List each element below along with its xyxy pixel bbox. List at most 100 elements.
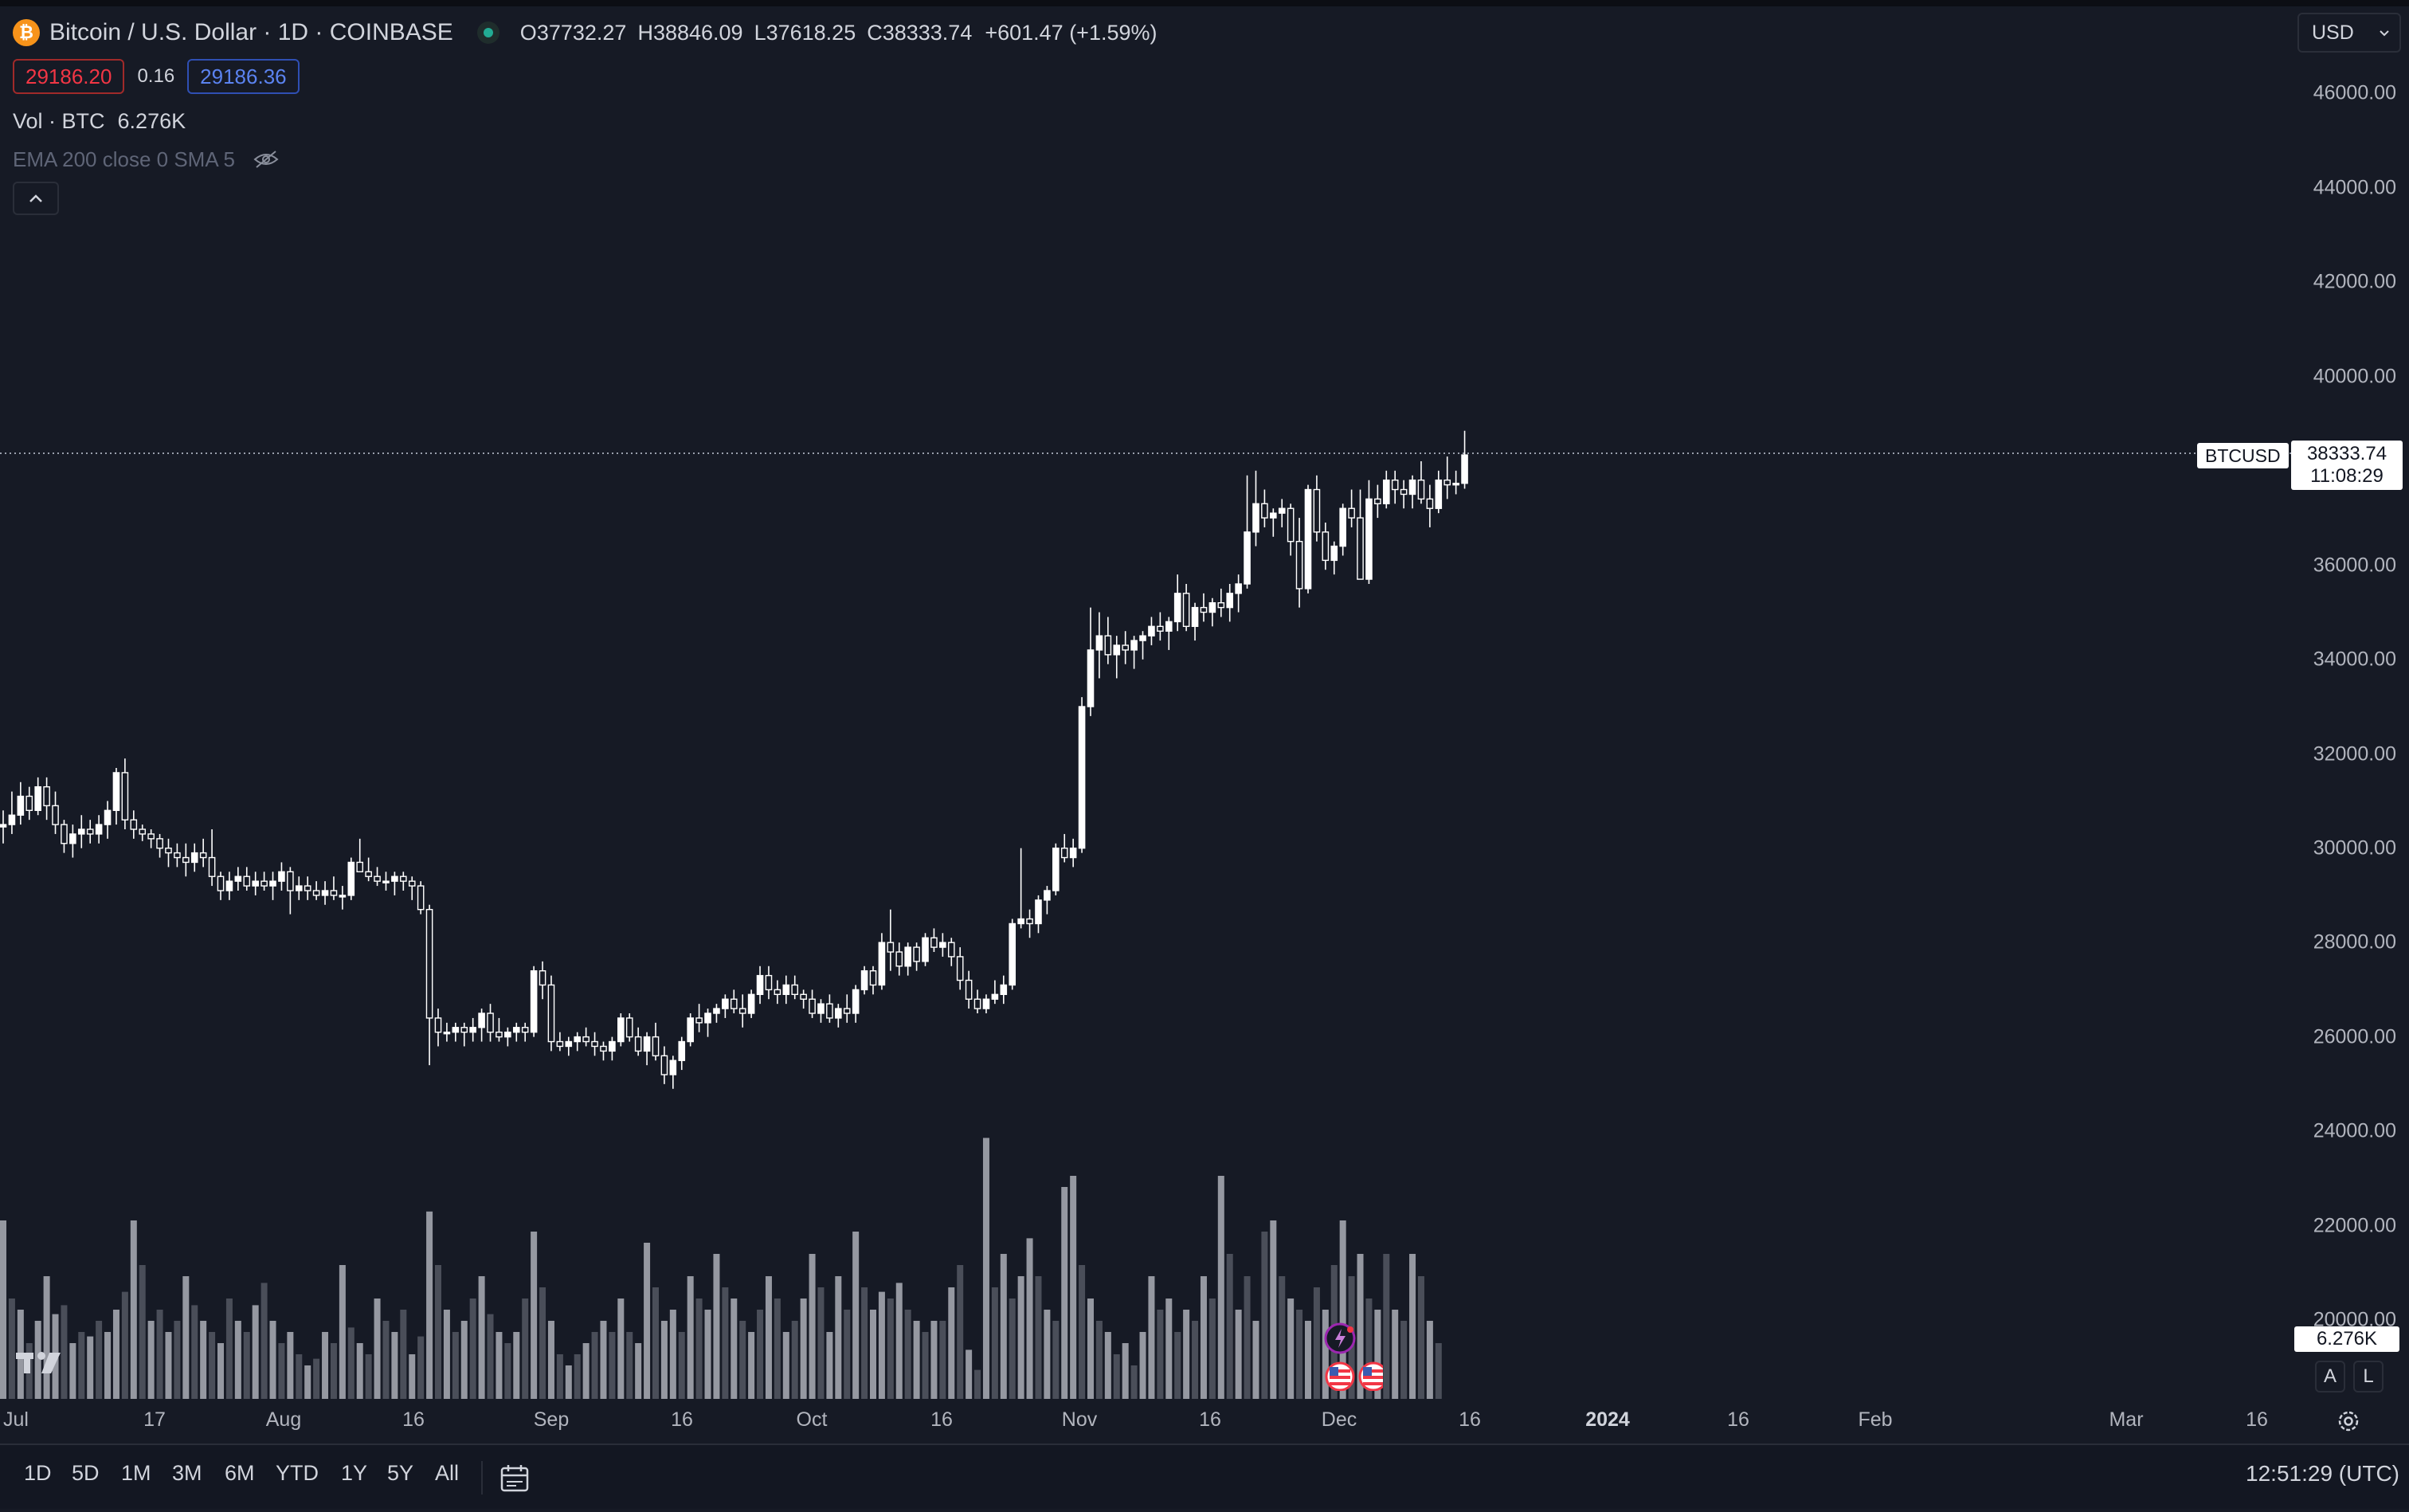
candle-body — [199, 852, 207, 859]
candle-body — [347, 861, 355, 896]
candle-body — [1330, 545, 1338, 562]
candle-body — [295, 885, 303, 891]
volume-bar — [443, 1310, 450, 1399]
volume-bar — [374, 1299, 381, 1399]
volume-bar — [243, 1332, 250, 1399]
calendar-icon[interactable] — [499, 1463, 531, 1494]
market-status-icon[interactable] — [476, 22, 499, 44]
volume-bar — [1244, 1276, 1251, 1399]
candle-body — [547, 984, 555, 1043]
candle-body — [287, 871, 294, 891]
volume-bar — [0, 1220, 6, 1399]
current-price: 38333.74 — [2306, 443, 2387, 464]
candle-body — [895, 951, 903, 967]
price-chart[interactable] — [0, 0, 2294, 1399]
candle-body — [765, 974, 773, 991]
range-button[interactable]: 6M — [225, 1461, 255, 1485]
time-axis[interactable]: Jul 17 Aug 16 Sep 16 Oct 16 Nov 16 Dec 1… — [0, 1399, 2294, 1445]
range-button[interactable]: 1M — [121, 1461, 151, 1485]
volume-bar — [1113, 1354, 1120, 1399]
price-label: 26000.00 — [2313, 1025, 2396, 1048]
volume-bar — [852, 1232, 860, 1399]
candle-body — [34, 785, 41, 812]
eye-hidden-icon[interactable] — [253, 150, 280, 169]
utc-clock[interactable]: 12:51:29 (UTC) — [2246, 1461, 2399, 1486]
volume-bar — [904, 1310, 911, 1399]
candle-body — [1217, 601, 1225, 609]
volume-bar — [1009, 1299, 1016, 1399]
bottom-toolbar: 1D 5D 1M 3M 6M YTD 1Y 5Y All 12:51:29 (U… — [0, 1443, 2409, 1509]
volume-bar — [582, 1343, 590, 1399]
candle-body — [947, 942, 955, 958]
volume-bar — [104, 1332, 112, 1399]
auto-scale-button[interactable]: A — [2315, 1361, 2345, 1393]
candle-body — [1113, 644, 1121, 656]
price-axis[interactable]: 46000.00 44000.00 42000.00 40000.00 3600… — [2294, 0, 2409, 1426]
volume-bar — [1061, 1187, 1068, 1399]
volume-bar — [209, 1332, 216, 1399]
candle-body — [1417, 479, 1425, 500]
volume-legend[interactable]: Vol · BTC 6.276K — [13, 105, 186, 137]
candle-body — [1252, 503, 1259, 533]
candles — [0, 430, 1468, 1089]
candle-body — [190, 852, 198, 864]
range-button[interactable]: 5D — [72, 1461, 100, 1485]
symbol-title[interactable]: Bitcoin / U.S. Dollar · 1D · COINBASE — [49, 19, 453, 45]
candle-body — [374, 875, 381, 882]
range-button[interactable]: 1D — [24, 1461, 52, 1485]
volume-bar — [139, 1265, 146, 1399]
candle-body — [112, 772, 120, 812]
volume-bar — [296, 1354, 303, 1399]
volume-bar — [1139, 1332, 1146, 1399]
volume-bar — [1279, 1276, 1286, 1399]
candle-body — [304, 885, 311, 891]
tradingview-logo[interactable] — [14, 1346, 72, 1378]
buy-button[interactable]: 29186.36 — [187, 59, 300, 94]
candle-body — [382, 880, 390, 883]
indicator-legend[interactable]: EMA 200 close 0 SMA 5 — [13, 143, 280, 175]
range-button[interactable]: YTD — [276, 1461, 319, 1485]
volume-bar — [409, 1354, 416, 1399]
volume-bar — [617, 1299, 625, 1399]
bar-countdown: 11:08:29 — [2310, 465, 2384, 487]
volume-bar — [496, 1332, 503, 1399]
range-button[interactable]: 3M — [172, 1461, 202, 1485]
symbol-legend[interactable]: ₿ Bitcoin / U.S. Dollar · 1D · COINBASE … — [13, 14, 1157, 51]
event-markers[interactable] — [1319, 1319, 1389, 1395]
candle-body — [565, 1040, 573, 1048]
candle-body — [939, 942, 946, 948]
volume-bar — [565, 1365, 572, 1399]
range-button[interactable]: 5Y — [387, 1461, 414, 1485]
candle-body — [365, 871, 372, 877]
time-label: Sep — [533, 1408, 570, 1431]
candle-body — [86, 828, 94, 835]
volume-bar — [774, 1299, 781, 1399]
volume-bar — [191, 1305, 198, 1399]
symbol-price-tag: BTCUSD — [2197, 443, 2289, 468]
volume-bar — [982, 1138, 989, 1399]
log-scale-button[interactable]: L — [2353, 1361, 2384, 1393]
collapse-legend-button[interactable] — [13, 182, 59, 215]
candle-body — [756, 974, 764, 996]
sell-button[interactable]: 29186.20 — [13, 59, 125, 94]
volume-bars — [0, 1138, 1442, 1399]
candle-body — [817, 1003, 825, 1014]
volume-bar — [1296, 1310, 1303, 1399]
events-icon[interactable] — [1319, 1319, 1389, 1392]
range-button[interactable]: All — [435, 1461, 460, 1485]
volume-bar — [1157, 1310, 1164, 1399]
indicator-label: EMA 200 close 0 SMA 5 — [13, 147, 235, 171]
candle-body — [243, 875, 251, 887]
volume-bar — [1165, 1299, 1173, 1399]
volume-bar — [1339, 1220, 1346, 1399]
volume-bar — [817, 1287, 825, 1399]
volume-bar — [626, 1332, 633, 1399]
volume-bar — [225, 1299, 233, 1399]
currency-select[interactable]: USD — [2297, 13, 2401, 53]
candle-body — [1261, 503, 1268, 519]
candle-body — [860, 969, 868, 991]
time-label: Feb — [1858, 1408, 1893, 1431]
gear-icon[interactable] — [2334, 1407, 2363, 1436]
candle-body — [408, 880, 416, 887]
range-button[interactable]: 1Y — [341, 1461, 368, 1485]
